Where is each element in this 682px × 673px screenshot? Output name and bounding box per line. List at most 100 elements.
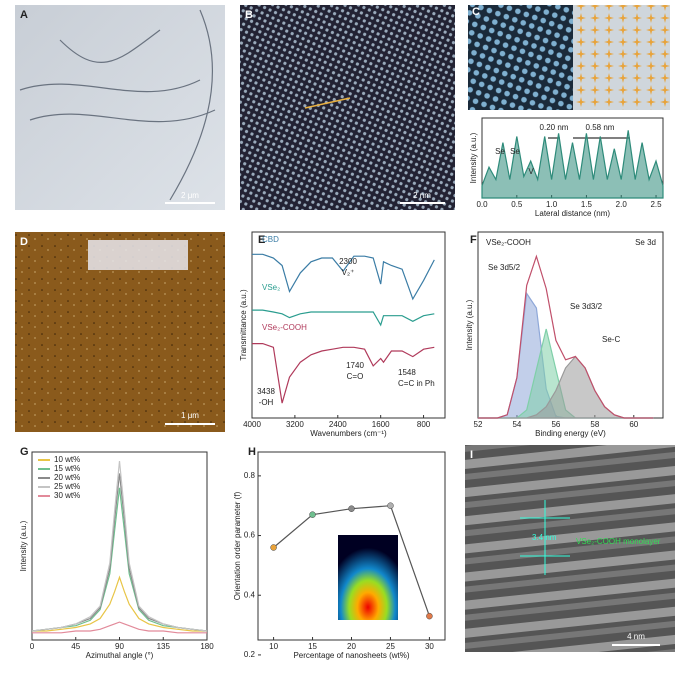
- series-label: VSe₂: [262, 283, 280, 292]
- tem-image: [465, 445, 675, 652]
- y-axis-label: Orientation order parameter (f): [233, 491, 242, 600]
- x-tick-label: 135: [157, 642, 171, 651]
- annotation: 0.20 nm: [540, 123, 569, 132]
- annotation: Se: [510, 147, 520, 156]
- annotation: 3438: [257, 387, 275, 396]
- marker: [309, 511, 316, 518]
- annotation: -OH: [259, 398, 274, 407]
- panel-label: I: [470, 449, 473, 461]
- x-axis-label: Lateral distance (nm): [535, 209, 610, 218]
- x-tick-label: 10: [269, 642, 278, 651]
- x-tick-label: 4000: [243, 420, 261, 429]
- line: [252, 343, 435, 404]
- area: [478, 355, 654, 419]
- series-label: Se 3d5/2: [488, 263, 521, 272]
- annotation: 1548: [398, 368, 416, 377]
- panel-label: C: [472, 6, 480, 18]
- annotation: C=C in Ph: [398, 379, 435, 388]
- scale-bar-label: 2 μm: [181, 191, 199, 200]
- stem-image: [468, 5, 573, 110]
- series-label: CBD: [262, 235, 279, 244]
- y-tick-label: 0.4: [244, 590, 256, 599]
- x-tick-label: 90: [115, 642, 124, 651]
- annotation: 2300: [339, 257, 357, 266]
- x-tick-label: 0: [30, 642, 35, 651]
- line: [481, 130, 664, 199]
- x-axis-label: Azimuthal angle (°): [86, 651, 154, 660]
- x-tick-label: 45: [71, 642, 80, 651]
- model-inset: [88, 240, 188, 270]
- x-tick-label: 52: [474, 420, 483, 429]
- profile-line: [304, 97, 351, 109]
- panel-label: G: [20, 446, 29, 458]
- legend-label: 30 wt%: [54, 491, 80, 500]
- x-tick-label: 1.5: [581, 200, 593, 209]
- panel-label: B: [245, 9, 253, 21]
- line: [31, 460, 208, 632]
- y-tick-label: 0.6: [244, 531, 256, 540]
- panel-label: H: [248, 446, 256, 458]
- marker: [348, 505, 355, 512]
- line: [252, 253, 435, 301]
- panel-label: A: [20, 9, 28, 21]
- marker: [270, 544, 277, 551]
- sheet-edges: [19, 9, 216, 201]
- x-tick-label: 54: [512, 420, 521, 429]
- y-tick-label: 0.8: [244, 471, 256, 480]
- scale-bar-label: 4 nm: [627, 632, 645, 641]
- panel-d: D 1 μm: [15, 232, 225, 432]
- x-tick-label: 180: [200, 642, 214, 651]
- scale-bar-label: 1 μm: [181, 411, 199, 420]
- legend-label: 25 wt%: [54, 482, 80, 491]
- y-axis-label: Transmittance (a.u.): [239, 289, 248, 361]
- stem-image: [240, 5, 455, 210]
- x-tick-label: 2.0: [616, 200, 628, 209]
- x-tick-label: 2.5: [650, 200, 662, 209]
- x-tick-label: 20: [347, 642, 356, 651]
- series-label: Se 3d3/2: [570, 302, 603, 311]
- x-tick-label: 56: [551, 420, 560, 429]
- x-axis-label: Wavenumbers (cm⁻¹): [310, 429, 387, 438]
- y-tick-label: 0.2: [244, 650, 256, 659]
- annotation: V: [528, 167, 534, 176]
- panel-label: F: [470, 234, 477, 246]
- x-tick-label: 25: [386, 642, 395, 651]
- panel-label: E: [258, 234, 265, 246]
- layer-label: VSe₂-COOH monolayer: [576, 537, 661, 546]
- panel-a: A 2 μm: [15, 5, 225, 210]
- x-tick-label: 1600: [372, 420, 390, 429]
- legend-label: 20 wt%: [54, 473, 80, 482]
- series-label: Se-C: [602, 335, 620, 344]
- marker: [426, 612, 433, 620]
- line: [32, 575, 207, 632]
- x-axis-label: Binding energy (eV): [535, 429, 606, 438]
- y-axis-label: Intensity (a.u.): [465, 299, 474, 350]
- annotation: C=O: [347, 372, 364, 381]
- tem-image: [15, 5, 225, 210]
- x-tick-label: 0.5: [511, 200, 523, 209]
- x-tick-label: 58: [590, 420, 599, 429]
- y-axis-label: Intensity (a.u.): [19, 520, 28, 571]
- annotation: V₂⁺: [342, 268, 355, 277]
- x-tick-label: 0.0: [476, 200, 488, 209]
- x-tick-label: 2400: [329, 420, 347, 429]
- panel-b: B 2 nm: [240, 5, 455, 210]
- x-tick-label: 1.0: [546, 200, 558, 209]
- x-tick-label: 15: [308, 642, 317, 651]
- x-tick-label: 800: [417, 420, 431, 429]
- structure-overlay: [573, 5, 670, 110]
- annotation: Se 3d: [635, 238, 656, 247]
- plot-frame: [251, 231, 446, 419]
- line: [32, 621, 207, 634]
- panel-c-image: [468, 5, 670, 139]
- series-label: VSe₂-COOH: [262, 323, 307, 332]
- x-tick-label: 30: [425, 642, 434, 651]
- annotation: Se: [495, 147, 505, 156]
- scale-bar-label: 2 nm: [413, 191, 431, 200]
- annotation: 1740: [346, 361, 364, 370]
- panel-i: I 3.4 nm VSe₂-COOH monolayer 4 nm: [465, 445, 675, 652]
- y-axis-label: Intensity (a.u.): [469, 132, 478, 183]
- annotation: 0.58 nm: [586, 123, 615, 132]
- spacing-label: 3.4 nm: [532, 533, 557, 542]
